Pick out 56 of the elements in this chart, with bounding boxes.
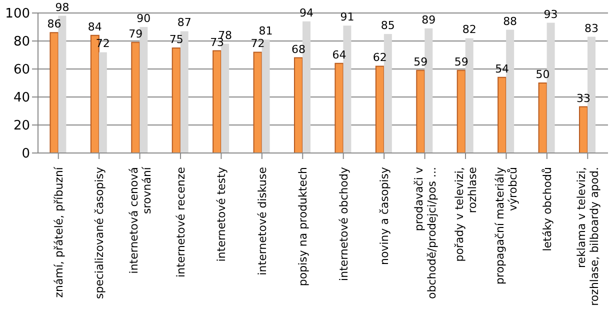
- bar: [416, 70, 426, 153]
- data-label: 33: [576, 92, 590, 105]
- data-label: 86: [47, 18, 62, 31]
- x-tick-label: popisy na produktech: [296, 166, 310, 286]
- x-tick-label: reklama v televizi, rozhlase, bilboardy apod.: [575, 167, 602, 306]
- x-tick-label: známí, přátelé, příbuzní: [52, 166, 66, 298]
- data-label: 82: [462, 23, 476, 36]
- x-tick-label: internetové obchody: [337, 166, 350, 281]
- bar: [98, 52, 107, 153]
- bar: [294, 57, 303, 153]
- data-label: 93: [544, 8, 558, 21]
- x-tick-label: specializované časopisy: [93, 166, 106, 299]
- data-label: 88: [503, 14, 518, 28]
- data-label: 72: [250, 37, 265, 50]
- data-label: 87: [177, 16, 192, 30]
- y-tick-label: 20: [13, 118, 30, 134]
- bar: [212, 50, 222, 153]
- y-tick-label: 80: [13, 34, 30, 50]
- data-label: 59: [414, 55, 428, 68]
- data-label: 54: [495, 62, 510, 76]
- data-label: 85: [380, 19, 395, 32]
- bar: [172, 48, 181, 153]
- bar: [375, 66, 384, 153]
- data-label: 62: [372, 51, 387, 64]
- data-label: 75: [169, 33, 184, 46]
- data-label: 50: [536, 68, 550, 81]
- data-label: 83: [584, 22, 598, 35]
- x-tick-label: internetové testy: [215, 166, 228, 262]
- data-label: 98: [55, 0, 70, 14]
- data-label: 84: [88, 20, 102, 34]
- bar: [498, 76, 507, 153]
- bar: [131, 42, 140, 153]
- bar: [579, 106, 588, 153]
- data-label: 89: [422, 13, 436, 26]
- bar: [253, 52, 262, 153]
- x-tick-label: internetové diskuse: [256, 166, 269, 276]
- y-tick-label: 100: [5, 6, 30, 22]
- x-tick-label: prodavači v obchodě/prodejci/pos ...: [412, 166, 438, 299]
- data-label: 68: [292, 42, 306, 56]
- data-label: 79: [128, 27, 143, 40]
- y-tick-label: 40: [13, 90, 30, 106]
- data-label: 59: [454, 55, 468, 68]
- x-tick-label: noviny a časopisy: [378, 166, 392, 266]
- data-label: 64: [332, 48, 346, 62]
- data-label: 94: [300, 6, 314, 20]
- x-tick-label: letáky obchodů: [540, 167, 554, 252]
- data-label: 90: [136, 12, 151, 25]
- bar: [334, 62, 344, 153]
- y-tick-label: 60: [13, 62, 30, 78]
- bar: [50, 32, 59, 153]
- data-label: 81: [258, 24, 273, 38]
- bar: [538, 82, 548, 153]
- y-tick-label: 0: [22, 146, 30, 162]
- bar: [456, 70, 466, 153]
- x-tick-label: internetové recenze: [174, 166, 188, 278]
- data-label: 91: [340, 10, 354, 24]
